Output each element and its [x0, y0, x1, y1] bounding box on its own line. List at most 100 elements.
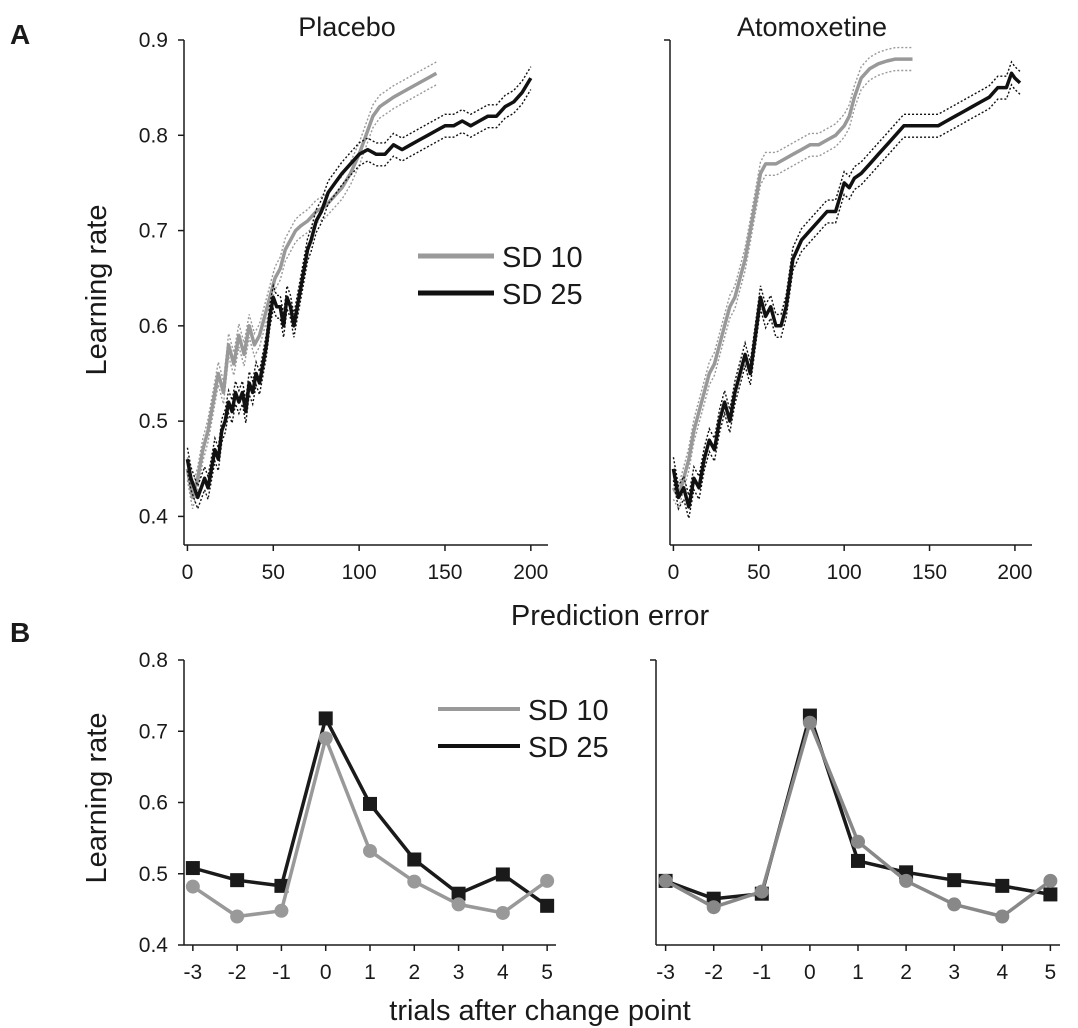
legend-b-label-sd10: SD 10: [528, 695, 609, 727]
x-tick-label-B-placebo: 2: [408, 961, 420, 984]
series-line-sd-25-A-placebo: [185, 77, 533, 500]
data-point-sd-10-B-placebo: [363, 843, 377, 858]
series-line-sd-10-B-atomoxetine: [664, 720, 1052, 919]
x-tick-label-B-placebo: -1: [272, 961, 291, 984]
x-tick-label-B-atomoxetine: 2: [900, 961, 912, 984]
data-point-sd-10-B-atomoxetine: [947, 897, 962, 912]
data-point-sd-25-B-placebo: [540, 898, 555, 913]
x-tick-label-B-placebo: 3: [453, 961, 465, 984]
data-point-sd-10-B-placebo: [318, 731, 333, 746]
data-point-sd-25-B-placebo: [495, 867, 510, 882]
y-tick-label-A-placebo: 0.8: [139, 124, 168, 147]
x-axis-label-a: Prediction error: [511, 600, 710, 632]
x-tick-label-A-atomoxetine: 100: [827, 561, 862, 584]
x-tick-label-A-atomoxetine: 0: [668, 561, 680, 584]
legend-b-label-sd25: SD 25: [528, 732, 609, 764]
plot-A-placebo: 0.4 0.5 0.6 0.7 0.8 0.9 0 50 100 150 200: [139, 29, 549, 584]
data-point-sd-25-B-atomoxetine: [851, 853, 865, 868]
legend-a: SD 10 SD 25: [418, 242, 583, 311]
y-axis-label-a: Learning rate: [81, 205, 113, 376]
data-point-sd-10-B-placebo: [495, 905, 510, 920]
x-tick-label-B-placebo: 0: [320, 961, 332, 984]
x-tick-label-B-atomoxetine: -1: [752, 961, 771, 984]
data-point-sd-10-B-placebo: [185, 879, 200, 894]
data-point-sd-25-B-atomoxetine: [1043, 887, 1058, 902]
error-band-lower-sd-10-A-placebo: [186, 84, 437, 509]
x-tick-label-A-atomoxetine: 150: [912, 561, 947, 584]
y-tick-label-B-placebo: 0.6: [139, 792, 168, 815]
x-tick-label-A-placebo: 0: [182, 561, 194, 584]
series-line-sd-10-A-placebo: [185, 71, 438, 500]
x-tick-label-B-placebo: 5: [541, 961, 553, 984]
x-tick-label-A-placebo: 50: [262, 561, 285, 584]
data-point-sd-10-B-placebo: [451, 897, 466, 912]
y-tick-label-A-placebo: 0.5: [139, 410, 168, 433]
panel-label-a: A: [10, 19, 30, 50]
y-tick-label-B-placebo: 0.8: [139, 649, 168, 672]
error-band-upper-sd-25-A-placebo: [186, 66, 532, 488]
error-band-upper-sd-25-A-atomoxetine: [672, 60, 1021, 496]
series-line-sd-10-A-atomoxetine: [671, 57, 913, 500]
data-point-sd-10-B-atomoxetine: [754, 884, 769, 899]
series-line-sd-25-A-atomoxetine: [671, 71, 1022, 509]
data-point-sd-25-B-placebo: [274, 878, 289, 893]
x-tick-label-A-atomoxetine: 50: [747, 561, 770, 584]
x-tick-label-B-placebo: -3: [184, 961, 203, 984]
data-point-sd-10-B-placebo: [540, 873, 555, 888]
legend-a-label-sd10: SD 10: [502, 242, 583, 274]
plots: 0.40.50.60.70.80.90 50 100 150 200 0 50 100 150 2…: [139, 29, 1060, 984]
data-point-sd-25-B-atomoxetine: [947, 873, 962, 888]
data-point-sd-25-B-placebo: [230, 873, 245, 888]
data-point-sd-10-B-atomoxetine: [1043, 873, 1058, 888]
y-tick-label-B-placebo: 0.7: [139, 720, 168, 743]
x-tick-label-B-atomoxetine: -3: [656, 961, 675, 984]
series-line-sd-10-B-placebo: [191, 736, 549, 919]
panel-label-b: B: [10, 617, 30, 648]
plot-A-atomoxetine: 0 50 100 150 200: [664, 39, 1032, 584]
y-tick-label-A-placebo: 0.7: [139, 220, 168, 243]
data-point-sd-25-B-atomoxetine: [995, 878, 1010, 893]
x-tick-label-B-placebo: 1: [364, 961, 376, 984]
data-point-sd-25-B-placebo: [363, 796, 377, 811]
plot-B-placebo: 0.4 0.5 0.6 0.7 0.8 -3 -2 -1 0 1 2 3 4 5: [139, 649, 556, 984]
data-point-sd-25-B-placebo: [318, 711, 333, 726]
data-point-sd-10-B-atomoxetine: [851, 834, 865, 849]
data-point-sd-10-B-placebo: [230, 909, 245, 924]
x-tick-label-B-atomoxetine: 5: [1045, 961, 1057, 984]
x-axis-label-b: trials after change point: [389, 995, 690, 1027]
data-point-sd-10-B-placebo: [274, 903, 289, 918]
error-band-lower-sd-25-A-placebo: [186, 89, 532, 511]
x-tick-label-B-atomoxetine: 3: [948, 961, 960, 984]
legend-a-label-sd25: SD 25: [502, 279, 583, 311]
x-tick-label-A-placebo: 150: [427, 561, 462, 584]
y-axis-label-b: Learning rate: [81, 713, 113, 884]
y-tick-label-B-placebo: 0.4: [139, 934, 169, 957]
series-line-sd-25-B-atomoxetine: [664, 713, 1051, 901]
error-band-upper-sd-10-A-placebo: [186, 61, 437, 487]
data-point-sd-25-B-placebo: [407, 852, 422, 867]
x-tick-label-B-placebo: -2: [228, 961, 247, 984]
x-tick-label-A-placebo: 100: [342, 561, 377, 584]
x-tick-label-B-atomoxetine: 4: [996, 961, 1008, 984]
data-point-sd-10-B-atomoxetine: [658, 873, 673, 888]
title-placebo: Placebo: [298, 12, 396, 42]
x-tick-label-B-atomoxetine: -2: [704, 961, 723, 984]
y-tick-label-A-placebo: 0.6: [139, 315, 168, 338]
data-point-sd-10-B-placebo: [407, 874, 422, 889]
y-tick-label-B-placebo: 0.5: [139, 863, 168, 886]
data-point-sd-25-B-placebo: [185, 861, 200, 876]
data-point-sd-10-B-atomoxetine: [995, 909, 1010, 924]
y-tick-label-A-placebo: 0.9: [139, 29, 168, 52]
data-point-sd-25-B-placebo: [451, 886, 466, 901]
x-tick-label-A-atomoxetine: 200: [997, 561, 1032, 584]
error-band-lower-sd-25-A-atomoxetine: [672, 83, 1021, 519]
x-tick-label-B-atomoxetine: 1: [852, 961, 864, 984]
x-tick-label-B-atomoxetine: 0: [804, 961, 816, 984]
data-point-sd-10-B-atomoxetine: [899, 873, 914, 888]
y-tick-label-A-placebo: 0.4: [139, 505, 169, 528]
plot-B-atomoxetine: -3 -2 -1 0 1 2 3 4 5: [650, 659, 1060, 984]
data-point-sd-10-B-atomoxetine: [802, 715, 817, 730]
legend-b: SD 10 SD 25: [438, 695, 609, 764]
title-atomoxetine: Atomoxetine: [737, 12, 887, 42]
